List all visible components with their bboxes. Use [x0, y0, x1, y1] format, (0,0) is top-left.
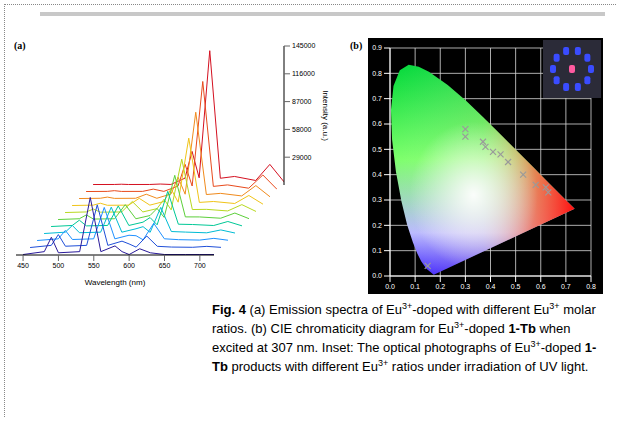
svg-text:0.8: 0.8 [372, 70, 382, 77]
svg-text:0.0: 0.0 [385, 283, 395, 290]
svg-text:0.5: 0.5 [511, 283, 521, 290]
svg-text:Intensity (a.u.): Intensity (a.u.) [321, 90, 330, 141]
svg-text:650: 650 [159, 262, 171, 269]
svg-text:116000: 116000 [292, 70, 315, 77]
svg-text:58000: 58000 [292, 126, 312, 133]
svg-text:0.2: 0.2 [435, 283, 445, 290]
svg-text:29000: 29000 [292, 154, 312, 161]
svg-text:550: 550 [88, 262, 100, 269]
html-text:(a): (a) [14, 40, 26, 51]
svg-text:600: 600 [123, 262, 135, 269]
svg-text:0.6: 0.6 [372, 120, 382, 127]
svg-text:0.8: 0.8 [586, 283, 596, 290]
svg-text:0.6: 0.6 [536, 283, 546, 290]
svg-text:0.0: 0.0 [372, 272, 382, 279]
svg-text:0.4: 0.4 [486, 283, 496, 290]
svg-text:0.2: 0.2 [372, 222, 382, 229]
svg-text:87000: 87000 [292, 98, 312, 105]
svg-text:0.3: 0.3 [372, 196, 382, 203]
html-text:Fig. 4 (a) Emission spectra of: Fig. 4 (a) Emission spectra of Eu3+-dope… [212, 300, 597, 374]
svg-text:0.7: 0.7 [561, 283, 571, 290]
svg-text:0.5: 0.5 [372, 146, 382, 153]
html-text:(b): (b) [350, 40, 363, 51]
svg-text:0.1: 0.1 [410, 283, 420, 290]
svg-text:0.1: 0.1 [372, 247, 382, 254]
svg-text:0.7: 0.7 [372, 95, 382, 102]
svg-text:0.4: 0.4 [372, 171, 382, 178]
svg-text:145000: 145000 [292, 42, 315, 49]
svg-text:Wavelength (nm): Wavelength (nm) [85, 278, 146, 287]
svg-text:0.9: 0.9 [372, 44, 382, 51]
svg-text:450: 450 [17, 262, 29, 269]
svg-text:700: 700 [194, 262, 206, 269]
svg-text:0.3: 0.3 [461, 283, 471, 290]
svg-text:500: 500 [53, 262, 65, 269]
